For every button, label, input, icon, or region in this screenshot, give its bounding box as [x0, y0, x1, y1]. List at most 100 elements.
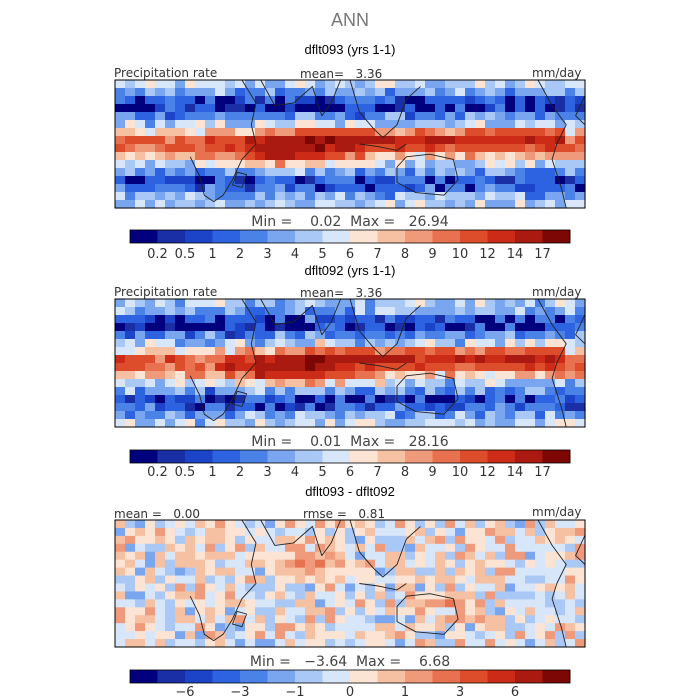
field-cell [445, 559, 456, 569]
field-cell [145, 599, 156, 608]
field-cell [315, 144, 326, 153]
field-cell [125, 599, 136, 608]
field-cell [135, 371, 146, 380]
field-cell [565, 307, 576, 316]
field-cell [195, 639, 206, 648]
field-cell [195, 607, 206, 616]
field-cell [575, 299, 586, 308]
field-cell [475, 403, 486, 412]
field-cell [325, 403, 336, 412]
panel-2-colorbar-tick-label: 2 [236, 465, 244, 480]
field-cell [355, 88, 366, 97]
field-cell [325, 168, 336, 177]
field-cell [295, 323, 306, 332]
field-cell [395, 128, 406, 137]
field-cell [555, 307, 566, 316]
field-cell [515, 379, 526, 388]
field-cell [515, 575, 526, 585]
field-cell [415, 411, 426, 420]
field-cell [475, 607, 486, 616]
field-cell [455, 395, 466, 404]
field-cell [185, 371, 196, 380]
field-cell [155, 371, 166, 380]
field-cell [345, 591, 356, 600]
field-cell [275, 395, 286, 404]
field-cell [245, 112, 256, 121]
field-cell [445, 607, 456, 616]
field-cell [145, 152, 156, 161]
field-cell [555, 168, 566, 177]
field-cell [365, 371, 376, 380]
field-cell [465, 323, 476, 332]
field-cell [445, 379, 456, 388]
field-cell [425, 599, 436, 608]
field-cell [505, 527, 516, 537]
field-cell [465, 567, 476, 577]
field-cell [385, 128, 396, 137]
field-cell [395, 623, 406, 632]
field-cell [305, 387, 316, 396]
coastline [537, 519, 567, 648]
field-cell [255, 379, 266, 388]
field-cell [505, 411, 516, 420]
field-cell [565, 323, 576, 332]
field-cell [335, 184, 346, 193]
field-cell [125, 299, 136, 308]
panel-2-variable-label: Precipitation rate [114, 285, 218, 299]
field-cell [365, 184, 376, 193]
field-cell [215, 307, 226, 316]
field-cell [205, 551, 216, 561]
field-cell [415, 527, 426, 537]
field-cell [165, 567, 176, 577]
field-cell [235, 176, 246, 185]
panel-1-colorbar-tick-label: 14 [507, 247, 524, 262]
field-cell [245, 575, 256, 585]
field-cell [325, 112, 336, 121]
field-cell [145, 567, 156, 577]
field-cell [185, 615, 196, 624]
field-cell [415, 160, 426, 169]
field-cell [175, 307, 186, 316]
field-cell [115, 403, 126, 412]
field-cell [285, 128, 296, 137]
field-cell [195, 144, 206, 153]
field-cell [505, 307, 516, 316]
field-cell [415, 567, 426, 577]
field-cell [235, 591, 246, 600]
field-cell [225, 315, 236, 324]
field-cell [485, 136, 496, 145]
field-cell [515, 599, 526, 608]
field-cell [225, 591, 236, 600]
field-cell [335, 639, 346, 648]
field-cell [345, 176, 356, 185]
field-cell [355, 315, 366, 324]
field-cell [575, 160, 586, 169]
field-cell [255, 607, 266, 616]
field-cell [465, 200, 476, 209]
field-cell [435, 192, 446, 201]
field-cell [305, 80, 316, 89]
field-cell [445, 339, 456, 348]
field-cell [315, 395, 326, 404]
field-cell [145, 411, 156, 420]
field-cell [475, 299, 486, 308]
field-cell [135, 543, 146, 553]
field-cell [215, 184, 226, 193]
field-cell [445, 355, 456, 364]
field-cell [315, 543, 326, 553]
field-cell [475, 411, 486, 420]
field-cell [245, 88, 256, 97]
field-cell [395, 599, 406, 608]
field-cell [275, 200, 286, 209]
field-cell [185, 347, 196, 356]
field-cell [515, 120, 526, 129]
field-cell [145, 323, 156, 332]
field-cell [435, 168, 446, 177]
field-cell [305, 144, 316, 153]
field-cell [505, 128, 516, 137]
field-cell [455, 607, 466, 616]
panel-3-colorbar-tick-label: −1 [285, 685, 304, 700]
field-cell [365, 520, 376, 529]
field-cell [225, 152, 236, 161]
